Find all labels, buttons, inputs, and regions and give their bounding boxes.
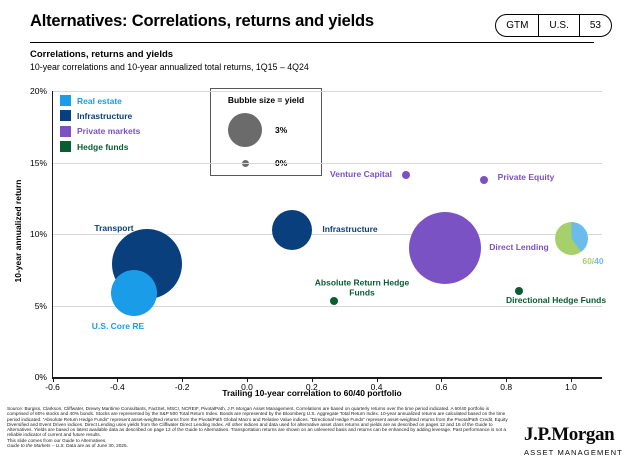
x-tick-mark <box>247 378 248 382</box>
x-tick-mark <box>182 378 184 382</box>
bubble-label-absolute_return_hedge_funds: Absolute Return Hedge Funds <box>314 277 410 297</box>
bubble-size-large-circle <box>228 113 262 147</box>
bubble-label-part: 60/ <box>582 256 595 267</box>
bubble-sixty_forty <box>554 221 588 255</box>
footnote-gtm-note-rest: Data are as of June 30, 2025. <box>64 442 128 448</box>
x-tick-label: -0.4 <box>110 382 125 392</box>
legend-swatch <box>60 110 71 122</box>
gtm-tag-series: GTM <box>506 20 529 31</box>
y-tick-label: 0% <box>34 372 47 382</box>
bubble-label-infrastructure: Infrastructure <box>322 224 378 235</box>
chart-subtitle: 10-year correlations and 10-year annuali… <box>30 62 309 72</box>
bubble-label-transport: Transport <box>94 223 134 234</box>
bubble-infrastructure <box>272 209 313 250</box>
chart-title: Correlations, returns and yields <box>30 49 174 60</box>
x-axis-title: Trailing 10-year correlation to 60/40 po… <box>222 388 402 398</box>
footnote-gtm-note: Guide to the Markets – U.S. Data are as … <box>7 443 509 448</box>
x-axis-line <box>52 377 602 379</box>
gridline-15 <box>52 162 602 164</box>
x-tick-mark <box>117 378 119 382</box>
y-tick-label: 20% <box>29 86 47 96</box>
series-legend: Real estate Infrastructure Private markets… <box>60 95 140 157</box>
gridline-20 <box>52 91 602 92</box>
jpmorgan-logo-name: J.P.Morgan <box>524 424 615 445</box>
bubble-label-direct_lending: Direct Lending <box>489 242 549 253</box>
x-tick-mark <box>441 378 443 382</box>
legend-item: Infrastructure <box>60 110 140 122</box>
gridline-10 <box>52 234 602 235</box>
x-tick-label: 0.8 <box>500 382 513 392</box>
bubble-label-part: 40 <box>594 256 604 267</box>
x-tick-label: 0.6 <box>435 382 448 392</box>
jpmorgan-logo-division: ASSET MANAGEMENT <box>524 448 623 457</box>
x-tick-label: 0.2 <box>305 382 318 392</box>
y-tick-label: 5% <box>34 300 47 311</box>
bubble-label-private_equity: Private Equity <box>497 172 555 183</box>
x-tick-label: 0.4 <box>370 382 383 392</box>
x-tick-label: 0.0 <box>241 382 253 392</box>
bubble-venture_capital <box>401 171 410 180</box>
bubble-us_core_re <box>110 269 157 316</box>
bubble-private_equity <box>479 175 488 184</box>
bubble-size-legend-title: Bubble size = yield <box>227 95 305 105</box>
gtm-page-tag: GTM U.S. 53 <box>495 14 612 37</box>
gtm-tag-page-number: 53 <box>578 15 611 36</box>
bubble-absolute_return_hedge_funds <box>330 297 339 306</box>
legend-swatch <box>60 141 71 153</box>
x-tick-mark <box>376 378 378 382</box>
x-tick-mark <box>571 378 572 382</box>
x-tick-mark <box>311 378 313 382</box>
gridline-5 <box>52 305 602 307</box>
legend-swatch <box>60 95 71 106</box>
page-title: Alternatives: Correlations, returns and … <box>30 12 374 30</box>
gtm-tag-region: U.S. <box>538 15 578 36</box>
x-tick-mark <box>52 378 54 382</box>
footnote-slide-note: This slide comes from our Guide to Alter… <box>7 437 107 443</box>
jpmorgan-logo: J.P.Morgan ASSET MANAGEMENT <box>524 424 622 457</box>
bubble-label-directional_hedge_funds: Directional Hedge Funds <box>505 295 607 306</box>
legend-label: Hedge funds <box>77 141 129 152</box>
x-tick-label: -0.6 <box>45 382 60 392</box>
legend-label: Infrastructure <box>77 110 133 121</box>
footnote: Source: Burgiss, Clarkson, Cliffwater, D… <box>7 406 509 448</box>
bubble-size-small-circle <box>242 160 249 167</box>
legend-item: Hedge funds <box>60 141 140 153</box>
bubble-size-legend: Bubble size = yield 3% 0% <box>210 88 322 176</box>
x-tick-label: -0.2 <box>174 382 190 392</box>
bubble-directional_hedge_funds <box>515 287 524 296</box>
bubble-direct_lending <box>408 212 481 285</box>
legend-label: Real estate <box>77 95 122 106</box>
bubble-size-large-label: 3% <box>275 125 288 135</box>
y-tick-label: 15% <box>29 157 47 168</box>
bubble-label-us_core_re: U.S. Core RE <box>91 321 145 332</box>
footnote-gtm-note-italic: Guide to the Markets – U.S. <box>7 442 65 448</box>
header-divider <box>30 42 594 43</box>
legend-item: Private markets <box>60 125 141 137</box>
bubble-label-venture_capital: Venture Capital <box>330 169 392 180</box>
legend-swatch <box>60 125 71 137</box>
legend-item: Real estate <box>60 95 140 106</box>
bubble-label-sixty_forty: 60/40 <box>582 256 604 267</box>
x-tick-mark <box>506 378 508 382</box>
y-axis-line <box>52 91 54 377</box>
legend-label: Private markets <box>77 126 141 137</box>
y-tick-label: 10% <box>29 229 47 239</box>
footnote-source: Source: Burgiss, Clarkson, Cliffwater, D… <box>7 406 508 438</box>
x-tick-label: 1.0 <box>565 382 577 392</box>
